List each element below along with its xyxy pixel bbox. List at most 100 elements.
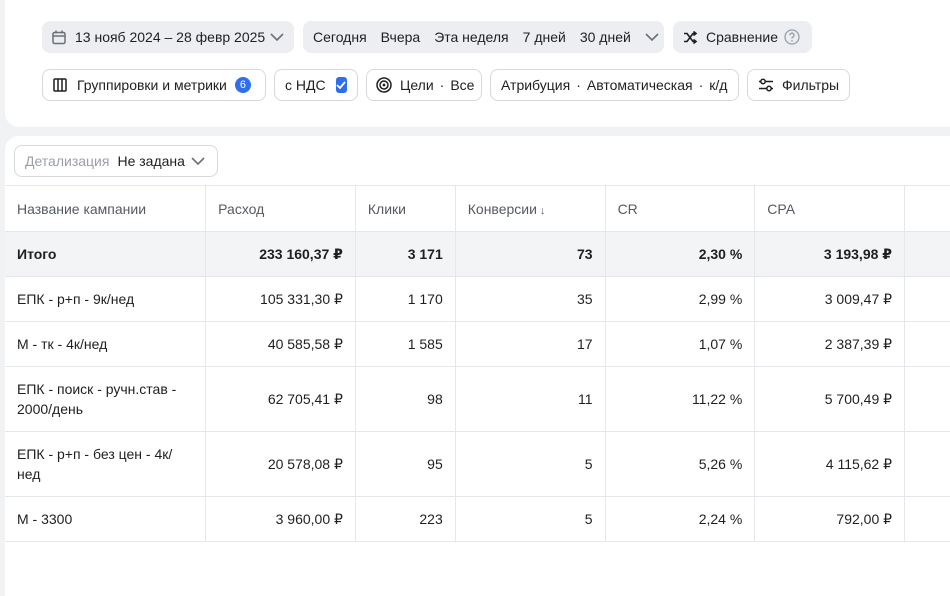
- goals-value: Все: [450, 77, 475, 93]
- campaign-extra: [904, 276, 950, 322]
- campaign-conversions: 35: [455, 276, 606, 322]
- campaign-name[interactable]: М - 3300: [5, 496, 207, 542]
- shuffle-icon: [683, 30, 697, 44]
- groupings-count-badge: 6: [234, 77, 251, 93]
- report-toolbar: 13 нояб 2024 – 28 февр 2025 Сегодня Вчер…: [5, 0, 950, 127]
- period-today[interactable]: Сегодня: [313, 29, 367, 45]
- campaign-cr: 11,22 %: [605, 366, 756, 432]
- table-row[interactable]: ЕПК - р+п - 9к/нед 105 331,30 ₽ 1 170 35…: [5, 276, 950, 322]
- table-total-row: Итого 233 160,37 ₽ 3 171 73 2,30 % 3 193…: [5, 231, 950, 277]
- detail-label: Детализация: [25, 153, 110, 169]
- total-cr: 2,30 %: [605, 231, 756, 277]
- filters-button[interactable]: Фильтры: [747, 69, 850, 101]
- separator-dot: ·: [439, 77, 445, 93]
- campaign-cpa: 2 387,39 ₽: [754, 321, 906, 367]
- period-yesterday[interactable]: Вчера: [380, 29, 421, 45]
- column-header-conversions-label: Конверсии: [467, 200, 537, 217]
- calendar-icon: [52, 30, 66, 45]
- period-30-days[interactable]: 30 дней: [579, 29, 631, 45]
- attribution-value: Автоматическая: [586, 77, 693, 93]
- campaign-name[interactable]: ЕПК - поиск - ручн.став - 2000/день: [5, 366, 207, 432]
- toolbar-row-period: 13 нояб 2024 – 28 февр 2025 Сегодня Вчер…: [42, 21, 812, 53]
- total-spend: 233 160,37 ₽: [205, 231, 356, 277]
- help-icon[interactable]: [784, 29, 800, 45]
- chevron-down-icon[interactable]: [645, 32, 659, 42]
- table-header-row: Название кампании Расход Клики Конверсии…: [5, 185, 950, 232]
- attribution-label: Атрибуция: [501, 77, 571, 93]
- campaign-cr: 2,99 %: [605, 276, 756, 322]
- campaign-extra: [904, 366, 950, 432]
- separator-dot: ·: [698, 77, 704, 93]
- vat-checkbox[interactable]: [335, 77, 347, 93]
- total-extra: [904, 231, 950, 277]
- campaign-table: Название кампании Расход Клики Конверсии…: [5, 185, 950, 542]
- campaign-conversions: 5: [455, 496, 606, 542]
- chevron-down-icon: [270, 32, 284, 42]
- vat-label: с НДС: [285, 77, 326, 93]
- column-header-cr[interactable]: CR: [605, 185, 756, 232]
- campaign-conversions: 11: [455, 366, 606, 432]
- vat-toggle[interactable]: с НДС: [274, 69, 358, 101]
- total-clicks: 3 171: [355, 231, 456, 277]
- attribution-selector[interactable]: Атрибуция · Автоматическая · к/д: [490, 69, 739, 101]
- target-icon: [376, 77, 392, 93]
- groupings-metrics-button[interactable]: Группировки и метрики 6: [42, 69, 266, 101]
- campaign-spend: 20 578,08 ₽: [205, 431, 356, 497]
- campaign-cr: 2,24 %: [605, 496, 756, 542]
- period-this-week[interactable]: Эта неделя: [434, 29, 509, 45]
- goals-label: Цели: [400, 77, 434, 93]
- campaign-cr: 1,07 %: [605, 321, 756, 367]
- campaign-conversions: 5: [455, 431, 606, 497]
- campaign-extra: [904, 496, 950, 542]
- attribution-suffix: к/д: [709, 77, 728, 93]
- column-header-extra: [904, 185, 950, 232]
- sliders-icon: [758, 78, 774, 92]
- campaign-clicks: 98: [355, 366, 456, 432]
- sort-desc-icon: ↓: [539, 204, 546, 217]
- date-range-picker[interactable]: 13 нояб 2024 – 28 февр 2025: [42, 21, 294, 53]
- table-row[interactable]: М - тк - 4к/нед 40 585,58 ₽ 1 585 17 1,0…: [5, 321, 950, 367]
- compare-label: Сравнение: [706, 29, 778, 45]
- campaign-extra: [904, 321, 950, 367]
- separator-dot: ·: [576, 77, 581, 93]
- table-row[interactable]: ЕПК - поиск - ручн.став - 2000/день 62 7…: [5, 366, 950, 432]
- table-row[interactable]: М - 3300 3 960,00 ₽ 223 5 2,24 % 792,00 …: [5, 496, 950, 542]
- date-range-text: 13 нояб 2024 – 28 февр 2025: [75, 29, 266, 45]
- campaign-clicks: 1 170: [355, 276, 456, 322]
- campaign-cpa: 792,00 ₽: [754, 496, 906, 542]
- campaign-name[interactable]: ЕПК - р+п - 9к/нед: [5, 276, 207, 322]
- campaign-spend: 3 960,00 ₽: [205, 496, 356, 542]
- column-header-spend[interactable]: Расход: [205, 185, 356, 232]
- column-header-clicks[interactable]: Клики: [355, 185, 456, 232]
- detail-selector[interactable]: Детализация Не задана: [14, 145, 218, 177]
- column-header-campaign[interactable]: Название кампании: [5, 185, 207, 232]
- period-presets: Сегодня Вчера Эта неделя 7 дней 30 дней: [303, 21, 664, 53]
- total-conversions: 73: [455, 231, 606, 277]
- campaign-clicks: 1 585: [355, 321, 456, 367]
- campaign-name[interactable]: ЕПК - р+п - без цен - 4к/нед: [5, 431, 207, 497]
- campaign-name[interactable]: М - тк - 4к/нед: [5, 321, 207, 367]
- goals-selector[interactable]: Цели · Все: [366, 69, 482, 101]
- chevron-down-icon: [191, 156, 205, 166]
- total-cpa: 3 193,98 ₽: [754, 231, 906, 277]
- column-header-conversions[interactable]: Конверсии ↓: [455, 185, 606, 232]
- campaign-cr: 5,26 %: [605, 431, 756, 497]
- columns-icon: [53, 78, 67, 92]
- campaign-clicks: 223: [355, 496, 456, 542]
- campaign-cpa: 5 700,49 ₽: [754, 366, 906, 432]
- detail-value: Не задана: [117, 153, 185, 169]
- total-name: Итого: [5, 231, 207, 277]
- column-header-cpa[interactable]: CPA: [754, 185, 906, 232]
- period-7-days[interactable]: 7 дней: [522, 29, 566, 45]
- report-table-panel: Детализация Не задана Название кампании …: [5, 136, 950, 596]
- campaign-spend: 105 331,30 ₽: [205, 276, 356, 322]
- campaign-extra: [904, 431, 950, 497]
- compare-button[interactable]: Сравнение: [673, 21, 812, 53]
- check-icon: [336, 81, 346, 89]
- campaign-cpa: 3 009,47 ₽: [754, 276, 906, 322]
- filters-label: Фильтры: [782, 77, 840, 93]
- campaign-cpa: 4 115,62 ₽: [754, 431, 906, 497]
- table-row[interactable]: ЕПК - р+п - без цен - 4к/нед 20 578,08 ₽…: [5, 431, 950, 497]
- campaign-spend: 62 705,41 ₽: [205, 366, 356, 432]
- toolbar-row-settings: Группировки и метрики 6 с НДС Цели · Все…: [42, 69, 850, 101]
